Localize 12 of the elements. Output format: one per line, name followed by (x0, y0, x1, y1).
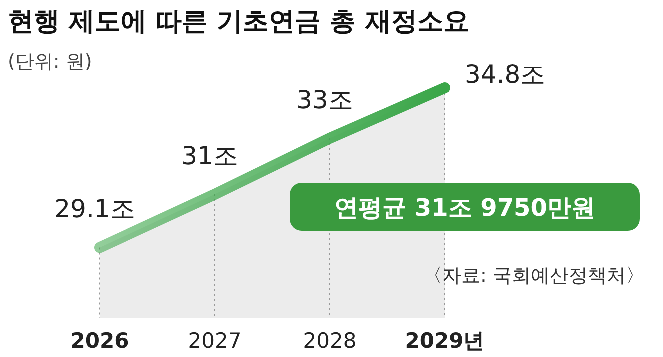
chart-subtitle: (단위: 원) (8, 51, 92, 73)
x-tick-label: 2029년 (405, 329, 485, 353)
x-tick-label: 2026 (70, 329, 130, 353)
x-tick-label: 2027 (188, 329, 242, 353)
annotation: 연평균 31조 9750만원 (334, 194, 596, 222)
data-label: 31조 (182, 141, 238, 170)
x-tick-label: 2028 (303, 329, 357, 353)
annotation: 〈자료: 국회예산정책처〉 (424, 265, 645, 287)
data-label: 34.8조 (465, 60, 546, 89)
data-label: 29.1조 (54, 194, 136, 224)
data-label: 33조 (296, 85, 354, 114)
chart-title: 현행 제도에 따른 기초연금 총 재정소요 (8, 7, 470, 37)
